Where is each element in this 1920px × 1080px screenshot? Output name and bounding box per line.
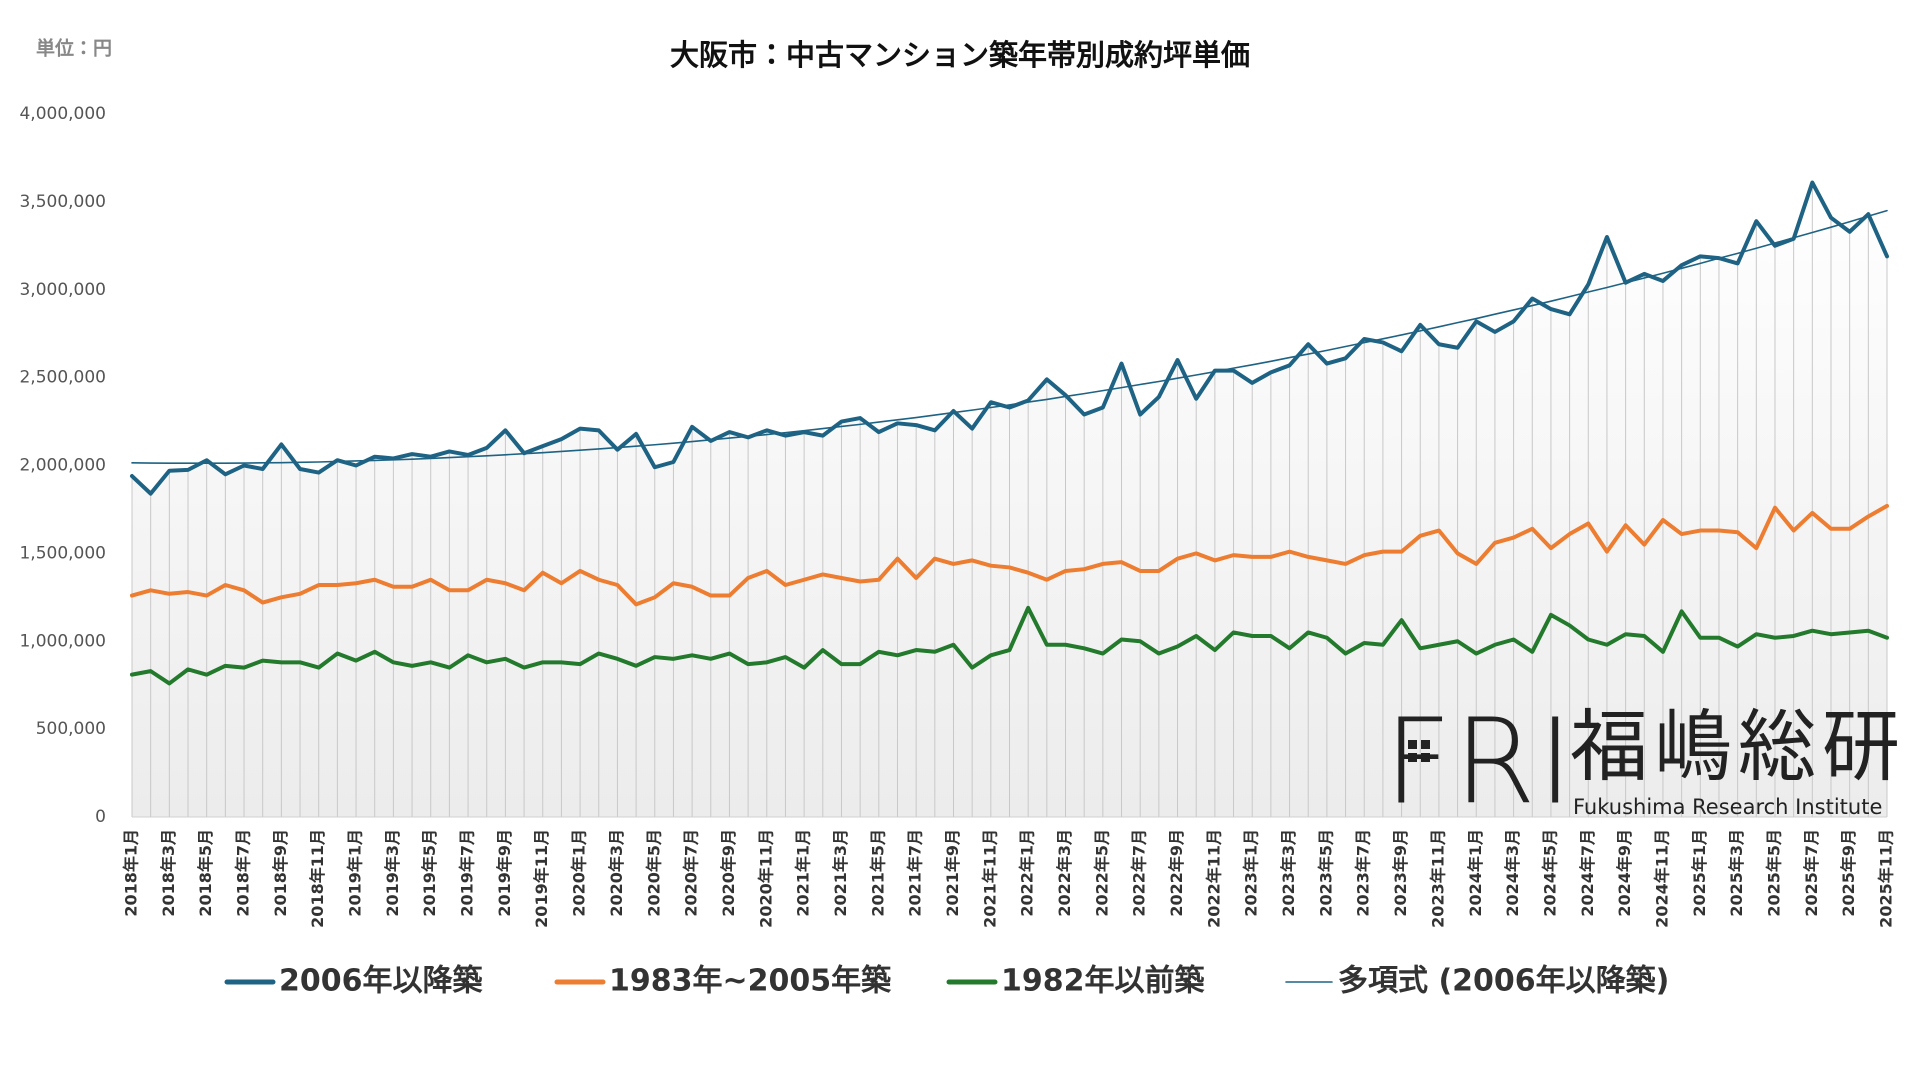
x-tick-label: 2022年5月	[1092, 829, 1111, 917]
x-tick-label: 2022年7月	[1130, 829, 1149, 917]
x-tick-label: 2021年11月	[980, 829, 999, 928]
y-tick-label: 0	[95, 807, 106, 827]
x-tick-label: 2020年9月	[719, 829, 738, 917]
x-tick-label: 2021年9月	[943, 829, 962, 917]
y-tick-label: 500,000	[36, 719, 106, 739]
trend-line	[131, 209, 1888, 465]
x-tick-label: 2018年9月	[271, 829, 290, 917]
x-tick-label: 2024年7月	[1578, 829, 1597, 917]
x-tick-label: 2024年5月	[1540, 829, 1559, 917]
x-tick-label: 2023年7月	[1354, 829, 1373, 917]
x-tick-label: 2023年3月	[1279, 829, 1298, 917]
x-tick-label: 2020年1月	[570, 829, 589, 917]
y-tick-label: 4,000,000	[19, 104, 106, 124]
x-tick-label: 2023年1月	[1242, 829, 1261, 917]
plot-area: 0 500,000 1,000,000 1,500,000 2,000,000 2,500…	[19, 104, 1895, 999]
x-tick-label: 2021年7月	[906, 829, 925, 917]
y-tick-label: 2,500,000	[19, 368, 106, 388]
logo-english: Fukushima Research Institute	[1573, 795, 1882, 819]
legend-label: 1983年~2005年築	[609, 964, 892, 999]
x-tick-label: 2018年7月	[234, 829, 253, 917]
x-tick-label: 2020年11月	[756, 829, 775, 928]
x-tick-label: 2022年1月	[1018, 829, 1037, 917]
y-tick-label: 3,000,000	[19, 280, 106, 300]
x-tick-label: 2020年5月	[644, 829, 663, 917]
x-tick-label: 2019年11月	[532, 829, 551, 928]
y-tick-label: 1,500,000	[19, 543, 106, 563]
logo-name: 福嶋総研	[1570, 702, 1906, 792]
x-tick-label: 2025年7月	[1802, 829, 1821, 917]
x-tick-label: 2018年5月	[196, 829, 215, 917]
x-tick-label: 2023年5月	[1316, 829, 1335, 917]
x-tick-label: 2025年5月	[1764, 829, 1783, 917]
x-tick-label: 2025年11月	[1877, 829, 1896, 928]
series-line	[130, 605, 1889, 686]
x-tick-label: 2018年3月	[159, 829, 178, 917]
series-line	[130, 503, 1889, 607]
series-line	[130, 180, 1889, 496]
unit-label: 単位：円	[36, 37, 112, 60]
y-tick-label: 3,500,000	[19, 192, 106, 212]
x-tick-label: 2021年5月	[868, 829, 887, 917]
x-tick-label: 2024年9月	[1615, 829, 1634, 917]
x-tick-label: 2024年3月	[1503, 829, 1522, 917]
x-tick-label: 2019年1月	[346, 829, 365, 917]
x-tick-label: 2025年3月	[1727, 829, 1746, 917]
y-tick-label: 2,000,000	[19, 456, 106, 476]
x-tick-label: 2024年11月	[1652, 829, 1671, 928]
y-tick-label: 1,000,000	[19, 631, 106, 651]
x-tick-label: 2024年1月	[1466, 829, 1485, 917]
legend-label: 2006年以降築	[279, 964, 483, 999]
x-tick-label: 2025年1月	[1690, 829, 1709, 917]
x-tick-label: 2023年9月	[1391, 829, 1410, 917]
x-tick-label: 2019年3月	[383, 829, 402, 917]
logo: FRI 福嶋総研 Fukushima Research Institute	[1384, 692, 1906, 830]
x-tick-label: 2022年11月	[1204, 829, 1223, 928]
x-tick-label: 2019年9月	[495, 829, 514, 917]
x-tick-label: 2018年1月	[122, 829, 141, 917]
logo-mark: FRI	[1384, 692, 1575, 830]
chart-title: 大阪市：中古マンション築年帯別成約坪単価	[670, 38, 1250, 72]
x-tick-label: 2019年7月	[458, 829, 477, 917]
x-tick-label: 2021年3月	[831, 829, 850, 917]
legend-label: 多項式 (2006年以降築)	[1338, 964, 1669, 999]
x-tick-label: 2021年1月	[794, 829, 813, 917]
logo-icon	[1408, 740, 1430, 762]
x-tick-label: 2018年11月	[308, 829, 327, 928]
x-tick-label: 2020年3月	[607, 829, 626, 917]
x-tick-label: 2025年9月	[1839, 829, 1858, 917]
legend-label: 1982年以前築	[1001, 964, 1205, 999]
x-tick-label: 2019年5月	[420, 829, 439, 917]
x-tick-label: 2022年9月	[1167, 829, 1186, 917]
x-tick-label: 2022年3月	[1055, 829, 1074, 917]
x-tick-label: 2023年11月	[1428, 829, 1447, 928]
x-tick-label: 2020年7月	[682, 829, 701, 917]
